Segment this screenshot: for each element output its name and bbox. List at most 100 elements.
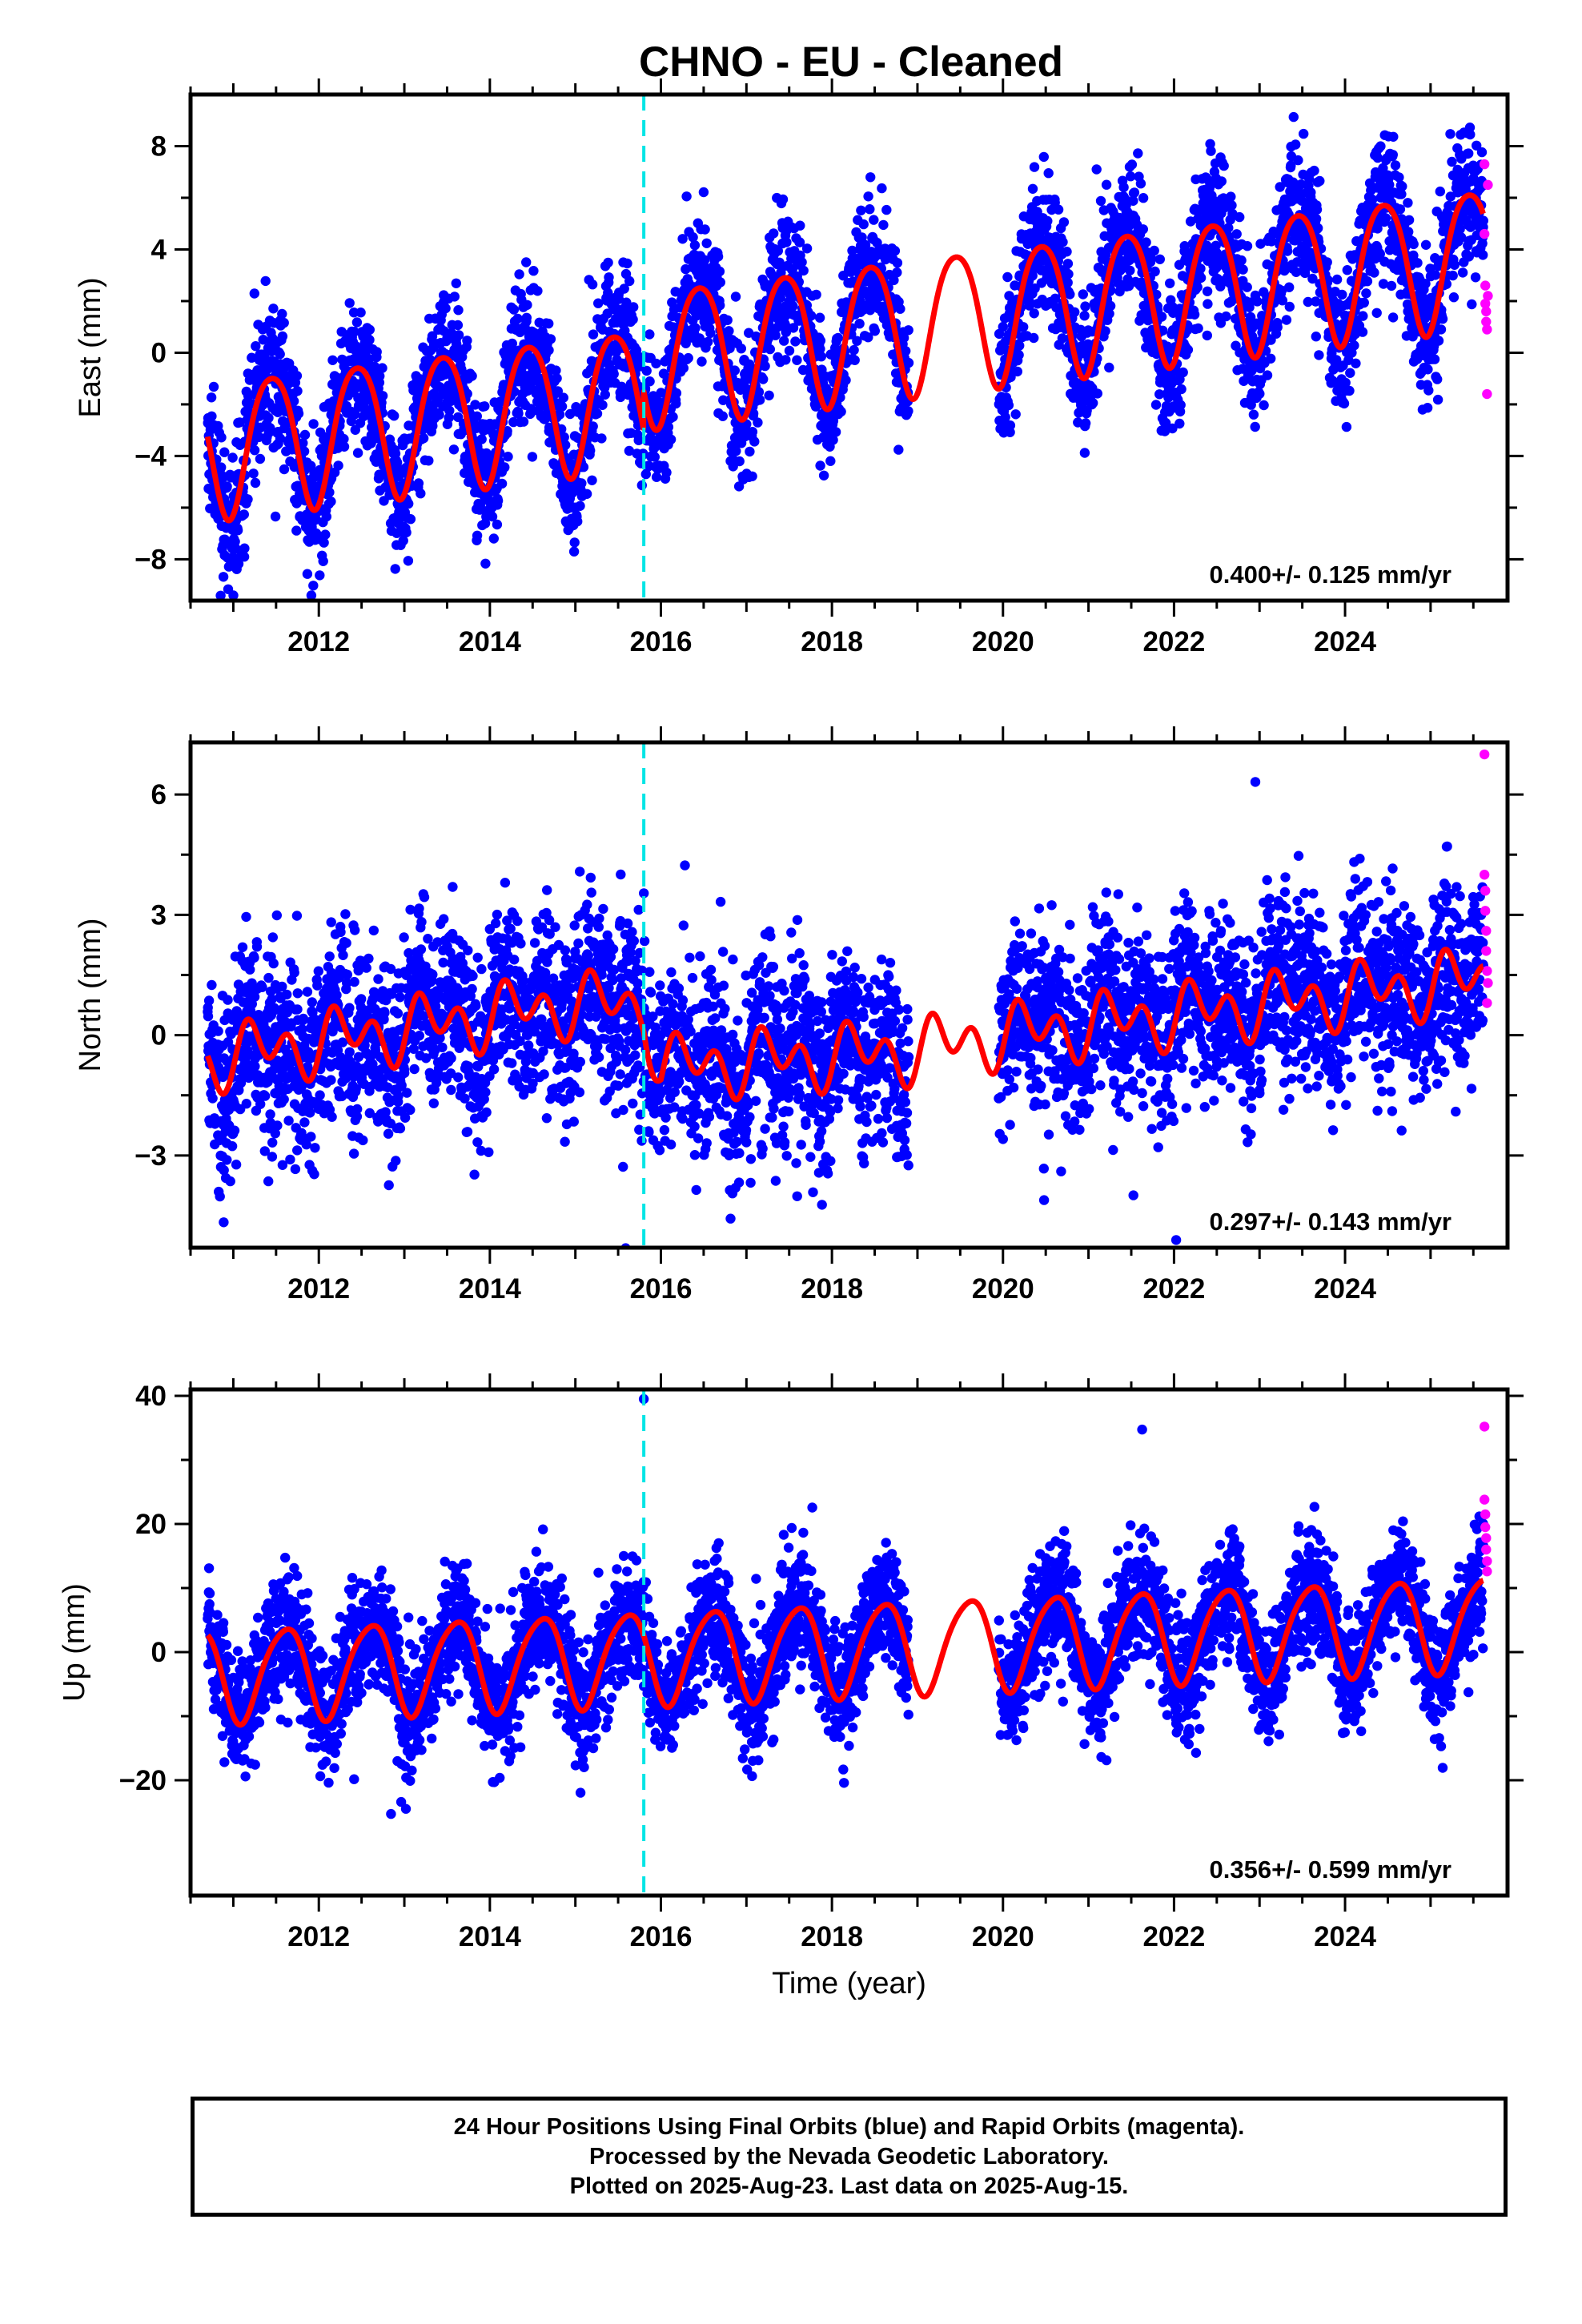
data-point: [798, 265, 809, 276]
data-point: [596, 433, 607, 444]
data-point: [1193, 323, 1203, 334]
data-point: [255, 453, 266, 464]
data-point: [279, 317, 289, 328]
data-point: [502, 426, 512, 436]
data-point: [364, 324, 375, 335]
data-point: [1375, 141, 1386, 151]
data-point: [697, 356, 707, 367]
data-point: [593, 298, 604, 308]
data-point: [277, 308, 287, 320]
data-point: [1062, 259, 1074, 269]
rapid-data-point: [1482, 324, 1492, 335]
data-point: [1403, 198, 1413, 208]
data-point: [1079, 448, 1090, 458]
data-point: [569, 537, 580, 548]
data-point: [1437, 314, 1448, 324]
rapid-data-point: [1480, 280, 1491, 291]
data-point: [781, 355, 791, 365]
data-point: [1221, 311, 1231, 322]
data-point: [828, 435, 838, 445]
data-point: [736, 344, 746, 354]
data-point: [781, 237, 792, 247]
data-point: [825, 456, 836, 466]
data-point: [661, 467, 672, 478]
data-point: [575, 501, 585, 511]
data-point: [1043, 168, 1054, 179]
data-point: [1291, 139, 1301, 150]
velocity-annotation: 0.400+/- 0.125 mm/yr: [1210, 561, 1452, 589]
data-point: [351, 317, 363, 328]
data-point: [588, 421, 598, 432]
data-point: [1457, 267, 1468, 278]
data-point: [857, 232, 867, 243]
data-point: [1408, 239, 1419, 250]
data-point: [764, 390, 774, 400]
data-point: [1423, 364, 1433, 375]
data-point: [476, 434, 487, 444]
data-point: [288, 396, 299, 407]
data-point: [585, 445, 596, 456]
rapid-data-point: [1483, 179, 1493, 191]
data-point: [1227, 200, 1237, 211]
data-point: [237, 942, 248, 953]
data-point: [1337, 289, 1347, 300]
data-point: [265, 1109, 275, 1120]
data-point: [765, 344, 775, 355]
data-point: [1070, 307, 1080, 317]
data-point: [327, 355, 338, 365]
rapid-data-point: [1479, 228, 1490, 239]
data-point: [472, 411, 482, 421]
data-point: [247, 352, 257, 363]
data-point: [1420, 239, 1431, 250]
data-point: [1038, 151, 1050, 163]
data-point: [869, 326, 881, 336]
data-point: [797, 257, 807, 267]
data-point: [636, 480, 647, 491]
data-point: [1104, 362, 1114, 373]
data-point: [597, 400, 608, 410]
data-point: [472, 530, 483, 541]
data-point: [681, 191, 692, 202]
data-point: [470, 400, 480, 410]
rapid-data-point: [1483, 291, 1493, 301]
data-point: [1050, 293, 1061, 304]
data-point: [1002, 271, 1013, 283]
data-point: [1248, 409, 1259, 420]
data-point: [229, 1125, 240, 1136]
x-tick-label: 2012: [287, 626, 350, 657]
data-point: [794, 237, 805, 247]
data-point: [1403, 215, 1415, 225]
data-point: [1435, 324, 1447, 335]
data-point: [507, 338, 517, 349]
data-point: [677, 234, 688, 244]
data-point: [747, 427, 758, 437]
y-tick-label: 8: [151, 131, 167, 162]
data-point: [227, 1141, 238, 1152]
data-point: [319, 537, 329, 548]
data-point: [1100, 326, 1110, 336]
y-tick-label: −8: [135, 544, 167, 575]
data-point: [453, 412, 464, 423]
data-point: [665, 434, 677, 444]
data-point: [268, 958, 279, 969]
data-point: [1299, 128, 1309, 139]
data-point: [836, 406, 846, 417]
data-point: [551, 365, 561, 376]
data-point: [267, 1152, 278, 1162]
data-point: [267, 1137, 278, 1148]
data-point: [1447, 156, 1457, 167]
data-point: [1029, 308, 1039, 319]
data-point: [521, 312, 532, 323]
data-point: [416, 489, 426, 499]
data-point: [268, 304, 279, 314]
data-point: [1165, 278, 1175, 288]
data-point: [1331, 274, 1343, 285]
data-point: [1202, 330, 1213, 341]
data-point: [1238, 264, 1248, 275]
data-point: [1470, 272, 1481, 283]
data-point: [749, 436, 760, 447]
data-point: [1281, 315, 1292, 325]
data-point: [375, 371, 385, 381]
data-point: [576, 478, 587, 489]
data-point: [272, 407, 283, 417]
